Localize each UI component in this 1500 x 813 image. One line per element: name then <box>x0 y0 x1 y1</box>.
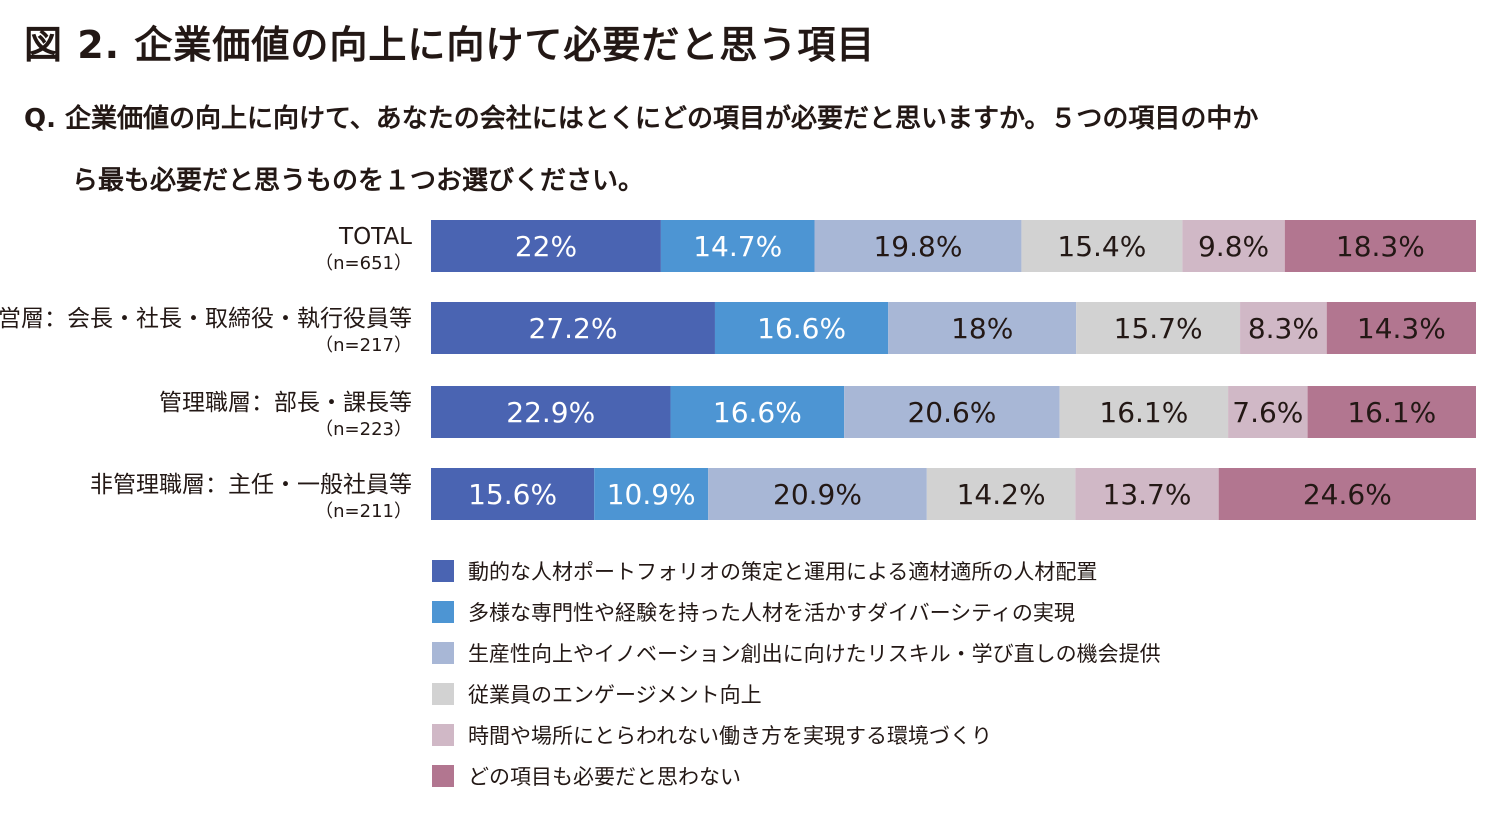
legend-item: 時間や場所にとらわれない働き方を実現する環境づくり <box>432 714 1161 755</box>
data-label: 9.8% <box>1198 230 1269 263</box>
bar-segment <box>1076 302 1241 354</box>
legend-swatch <box>432 764 454 787</box>
legend-label: 多様な専門性や経験を持った人材を活かすダイバーシティの実現 <box>468 600 1075 625</box>
legend-label: 時間や場所にとらわれない働き方を実現する環境づくり <box>468 723 992 748</box>
category-label: 非管理職層：主任・一般社員等 <box>90 472 412 498</box>
data-label: 15.6% <box>468 478 557 511</box>
bar-segment <box>431 220 661 272</box>
bar-segment <box>708 468 927 520</box>
data-label: 10.9% <box>607 478 696 511</box>
bar-segment <box>926 468 1076 520</box>
bar-segment <box>1307 386 1476 438</box>
legend-swatch <box>432 723 454 746</box>
legend-item: どの項目も必要だと思わない <box>432 755 1161 796</box>
data-label: 16.6% <box>713 396 802 429</box>
bar-segment <box>660 220 815 272</box>
legend-item: 生産性向上やイノベーション創出に向けたリスキル・学び直しの機会提供 <box>432 632 1161 673</box>
bar-segment <box>1021 220 1183 272</box>
category-sample-size: （n=211） <box>315 501 412 522</box>
legend-label: どの項目も必要だと思わない <box>468 764 741 789</box>
chart-legend: 動的な人材ポートフォリオの策定と運用による適材適所の人材配置 多様な専門性や経験を… <box>432 550 1161 796</box>
question-text: Q. 企業価値の向上に向けて、あなたの会社にはとくにどの項目が必要だと思いますか… <box>24 88 1484 212</box>
category-label: TOTAL <box>338 224 412 250</box>
data-label: 14.3% <box>1357 312 1446 345</box>
legend-swatch <box>432 682 454 705</box>
data-label: 19.8% <box>873 230 962 263</box>
bar-segment <box>1182 220 1285 272</box>
bar-segment <box>670 386 845 438</box>
data-label: 16.1% <box>1099 396 1188 429</box>
data-label: 20.6% <box>907 396 996 429</box>
data-label: 27.2% <box>529 312 618 345</box>
bar-segment <box>431 386 671 438</box>
legend-item: 動的な人材ポートフォリオの策定と運用による適材適所の人材配置 <box>432 550 1161 591</box>
data-label: 7.6% <box>1232 396 1303 429</box>
bar-segment <box>1228 386 1308 438</box>
data-label: 22.9% <box>506 396 595 429</box>
data-label: 18.3% <box>1336 230 1425 263</box>
bar-segment <box>888 302 1077 354</box>
bar-segment <box>844 386 1060 438</box>
legend-item: 従業員のエンゲージメント向上 <box>432 673 1161 714</box>
data-label: 15.4% <box>1057 230 1146 263</box>
data-label: 14.2% <box>957 478 1046 511</box>
legend-label: 生産性向上やイノベーション創出に向けたリスキル・学び直しの機会提供 <box>468 641 1161 666</box>
data-label: 13.7% <box>1103 478 1192 511</box>
page-title: 図 2. 企業価値の向上に向けて必要だと思う項目 <box>24 23 876 67</box>
data-label: 8.3% <box>1248 312 1319 345</box>
bar-segment <box>1326 302 1476 354</box>
data-label: 16.1% <box>1347 396 1436 429</box>
legend-swatch <box>432 600 454 623</box>
bar-segment <box>1240 302 1327 354</box>
category-label: 管理職層：部長・課長等 <box>159 390 412 416</box>
bar-segment <box>814 220 1022 272</box>
legend-swatch <box>432 641 454 664</box>
bar-segment <box>1218 468 1476 520</box>
legend-item: 多様な専門性や経験を持った人材を活かすダイバーシティの実現 <box>432 591 1161 632</box>
legend-label: 従業員のエンゲージメント向上 <box>468 682 762 707</box>
category-sample-size: （n=217） <box>315 335 412 356</box>
legend-label: 動的な人材ポートフォリオの策定と運用による適材適所の人材配置 <box>468 559 1098 584</box>
bar-segment <box>1075 468 1219 520</box>
legend-swatch <box>432 559 454 582</box>
category-sample-size: （n=223） <box>315 419 412 440</box>
data-label: 16.6% <box>757 312 846 345</box>
data-label: 15.7% <box>1114 312 1203 345</box>
data-label: 20.9% <box>773 478 862 511</box>
data-label: 14.7% <box>693 230 782 263</box>
bar-segment <box>1284 220 1476 272</box>
data-label: 22% <box>515 230 577 263</box>
question-line-2: ら最も必要だと思うものを１つお選びください。 <box>72 166 645 196</box>
category-label: 経営層：会長・社長・取締役・執行役員等 <box>0 306 412 332</box>
bar-segment <box>1059 386 1229 438</box>
bar-segment <box>431 302 715 354</box>
question-line-1: Q. 企業価値の向上に向けて、あなたの会社にはとくにどの項目が必要だと思いますか… <box>24 104 1259 134</box>
data-label: 18% <box>951 312 1013 345</box>
category-sample-size: （n=651） <box>315 253 412 274</box>
data-label: 24.6% <box>1303 478 1392 511</box>
bar-segment <box>594 468 709 520</box>
bar-segment <box>714 302 889 354</box>
bar-segment <box>431 468 595 520</box>
